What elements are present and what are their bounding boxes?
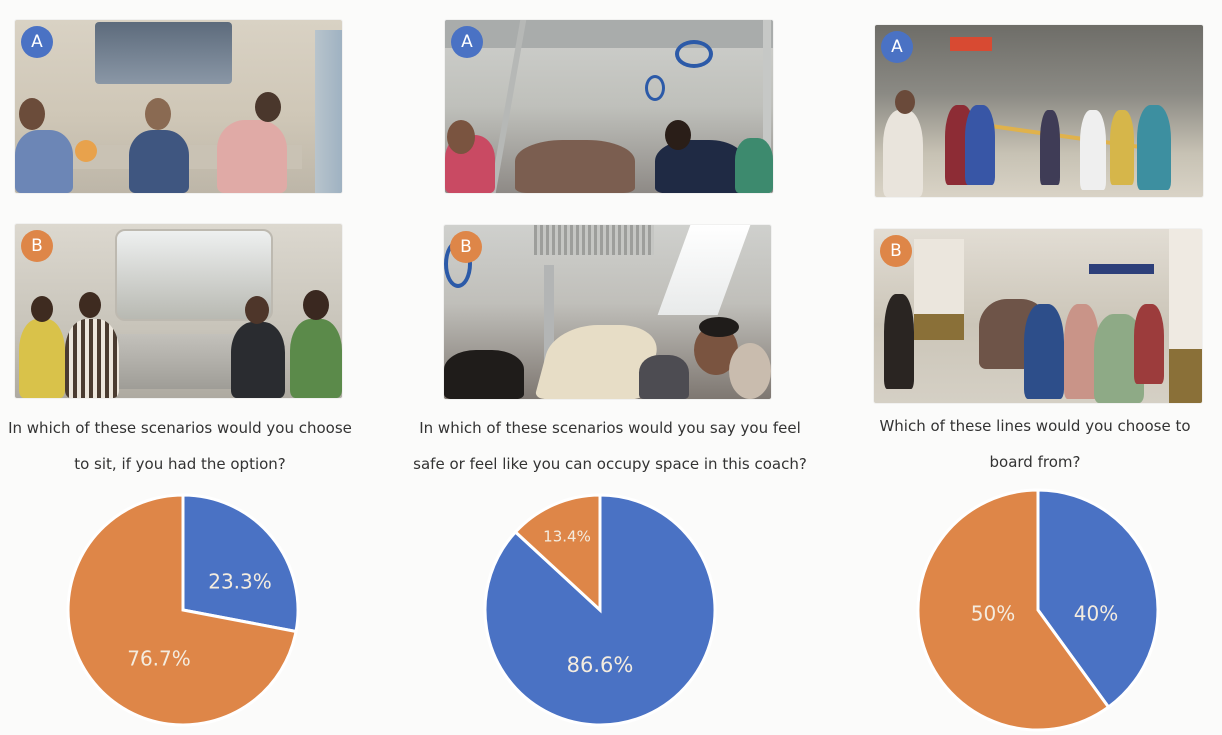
- option-b-badge: B: [880, 235, 912, 267]
- option-a-badge: A: [21, 26, 53, 58]
- pie-chart-boarding: 40% 50%: [916, 488, 1160, 732]
- pie-label-b: 50%: [971, 602, 1015, 626]
- option-b-badge: B: [450, 231, 482, 263]
- pie-slice-a: [181, 493, 300, 634]
- pie-slice-a: [1036, 488, 1160, 710]
- option-a-badge: A: [881, 31, 913, 63]
- option-b-badge: B: [21, 230, 53, 262]
- pie-label-b: 76.7%: [127, 647, 191, 671]
- pie-label-a: 86.6%: [567, 653, 634, 677]
- question-safety: In which of these scenarios would you sa…: [410, 410, 810, 482]
- pie-label-a: 40%: [1074, 602, 1118, 626]
- photo-a-crowded-women-coach: A: [445, 20, 773, 193]
- pie-label-a: 23.3%: [208, 570, 272, 594]
- question-seating: In which of these scenarios would you ch…: [0, 410, 360, 482]
- question-line-2: safe or feel like you can occupy space i…: [413, 455, 807, 473]
- photo-b-crowded-men-coach: B: [444, 225, 771, 399]
- question-line-1: In which of these scenarios would you sa…: [419, 419, 801, 437]
- pie-slice-b: [66, 493, 298, 727]
- option-a-badge: A: [451, 26, 483, 58]
- photo-a-sparse-coach: A: [15, 20, 342, 193]
- question-line-1: In which of these scenarios would you ch…: [8, 419, 352, 437]
- pie-chart-safety: 86.6% 13.4%: [483, 493, 717, 727]
- photo-a-platform-mixed: A: [875, 25, 1203, 197]
- pie-chart-seating: 23.3% 76.7%: [66, 493, 300, 727]
- question-line-2: to sit, if you had the option?: [74, 455, 286, 473]
- pie-slice-b: [513, 493, 602, 614]
- question-line-2: board from?: [989, 453, 1081, 471]
- question-line-1: Which of these lines would you choose to: [879, 417, 1191, 435]
- photo-b-women-coach: B: [15, 224, 342, 398]
- pie-label-b: 13.4%: [543, 528, 591, 546]
- question-boarding: Which of these lines would you choose to…: [848, 408, 1222, 480]
- photo-b-platform-women: B: [874, 229, 1202, 403]
